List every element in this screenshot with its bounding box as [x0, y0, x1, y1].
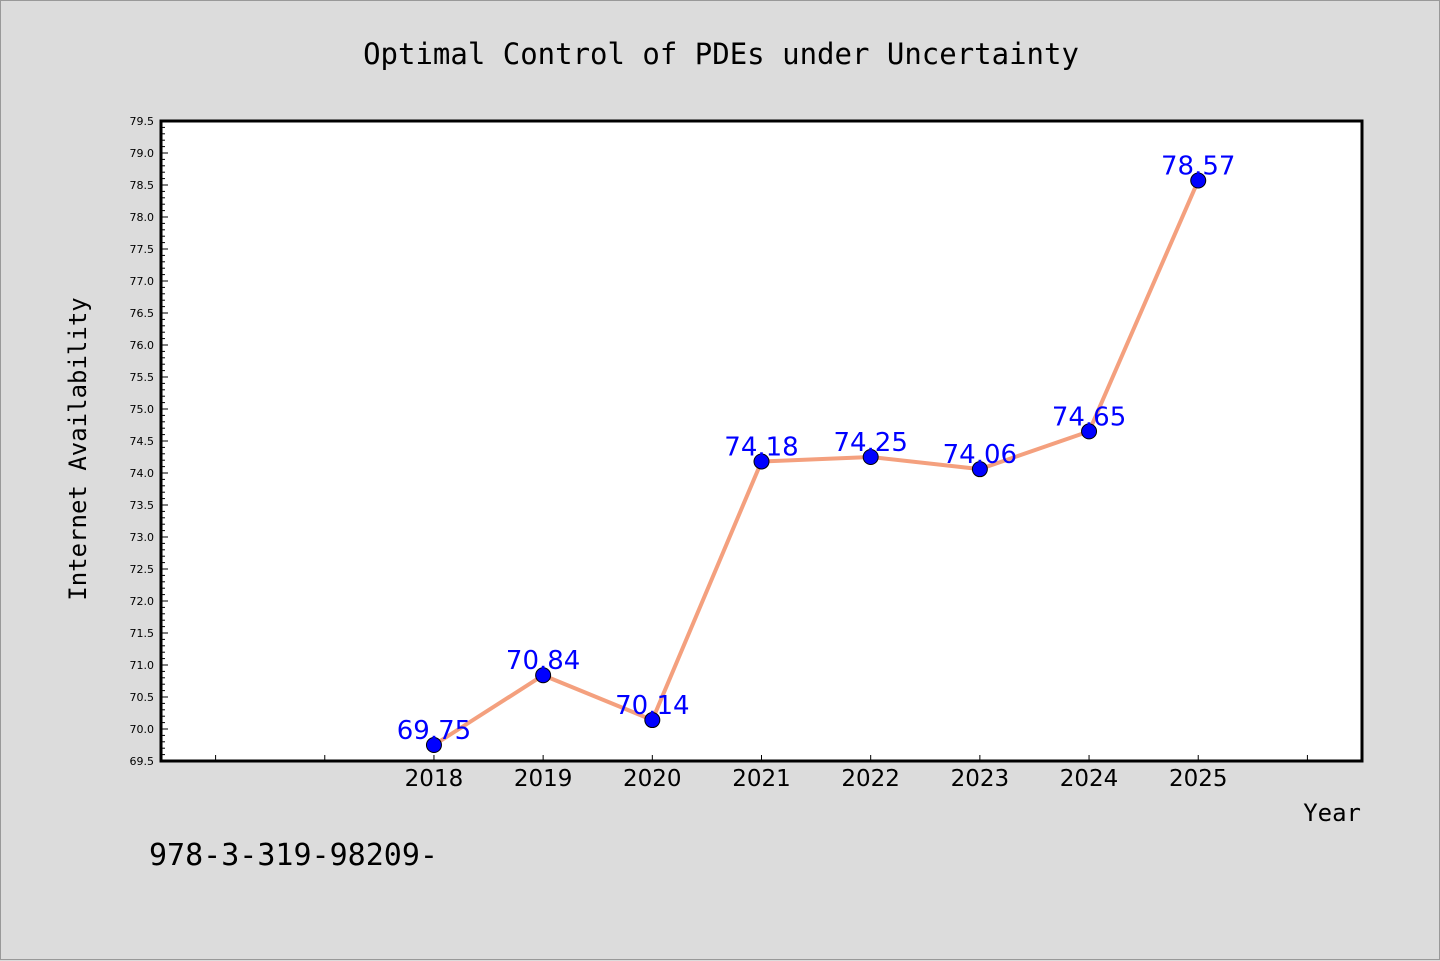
y-tick-label: 70.5 [130, 691, 155, 704]
y-tick-label: 75.5 [130, 371, 155, 384]
y-tick-label: 76.0 [130, 339, 155, 352]
y-tick-label: 79.0 [130, 147, 155, 160]
data-point-marker [971, 461, 988, 478]
y-tick-label: 72.0 [130, 595, 155, 608]
y-tick-label: 74.5 [130, 435, 155, 448]
data-label: 78.57 [1161, 152, 1235, 182]
data-label: 69.75 [397, 716, 471, 746]
y-tick-label: 78.5 [130, 179, 155, 192]
y-tick-label: 69.5 [130, 755, 155, 768]
data-point-marker [753, 453, 770, 470]
data-label: 74.18 [724, 432, 798, 462]
data-label: 74.06 [943, 440, 1017, 470]
data-label: 70.14 [615, 691, 689, 721]
data-label: 74.25 [833, 428, 907, 458]
y-tick-label: 74.0 [130, 467, 155, 480]
data-label: 70.84 [506, 646, 580, 676]
y-tick-label: 79.5 [130, 115, 155, 128]
y-tick-label: 75.0 [130, 403, 155, 416]
chart-title: Optimal Control of PDEs under Uncertaint… [363, 37, 1079, 71]
y-tick-label: 73.5 [130, 499, 155, 512]
x-tick-label: 2024 [1060, 766, 1119, 792]
data-label: 74.65 [1052, 402, 1126, 432]
y-tick-label: 77.5 [130, 243, 155, 256]
x-tick-label: 2020 [623, 766, 682, 792]
y-tick-label: 71.5 [130, 627, 155, 640]
data-point-marker [862, 449, 879, 465]
x-tick-label: 2025 [1169, 766, 1228, 792]
plot-area [159, 119, 1364, 763]
y-tick-label: 71.0 [130, 659, 155, 672]
y-tick-label: 77.0 [130, 275, 155, 288]
y-tick-label: 78.0 [130, 211, 155, 224]
y-axis: 69.5 70.0 70.5 71.0 71.5 72.0 72.5 73.0 73.5 74.0… [130, 115, 168, 768]
y-tick-label: 70.0 [130, 723, 155, 736]
x-tick-label: 2022 [841, 766, 900, 792]
footer-isbn-text: 978-3-319-98209- [149, 838, 438, 873]
data-point-marker [425, 737, 442, 753]
series-line [432, 179, 1201, 747]
y-tick-label: 73.0 [130, 531, 155, 544]
y-tick-label: 76.5 [130, 307, 155, 320]
x-axis: 2018 2019 2020 2021 2022 2023 2024 2025 [215, 755, 1308, 792]
x-axis-title: Year [1303, 799, 1361, 827]
data-point-marker [535, 667, 552, 684]
data-point-marker [1190, 172, 1207, 189]
data-point-marker [644, 712, 661, 729]
x-tick-label: 2023 [951, 766, 1010, 792]
y-axis-title: Internet Availability [64, 297, 92, 600]
series-group: 69.75 70.84 70.14 74.18 74.25 74.06 74.65 78.57 [397, 152, 1235, 753]
x-tick-label: 2019 [514, 766, 573, 792]
y-tick-label: 72.5 [130, 563, 155, 576]
x-tick-label: 2018 [405, 766, 464, 792]
data-point-marker [1081, 423, 1098, 440]
x-tick-label: 2021 [732, 766, 791, 792]
